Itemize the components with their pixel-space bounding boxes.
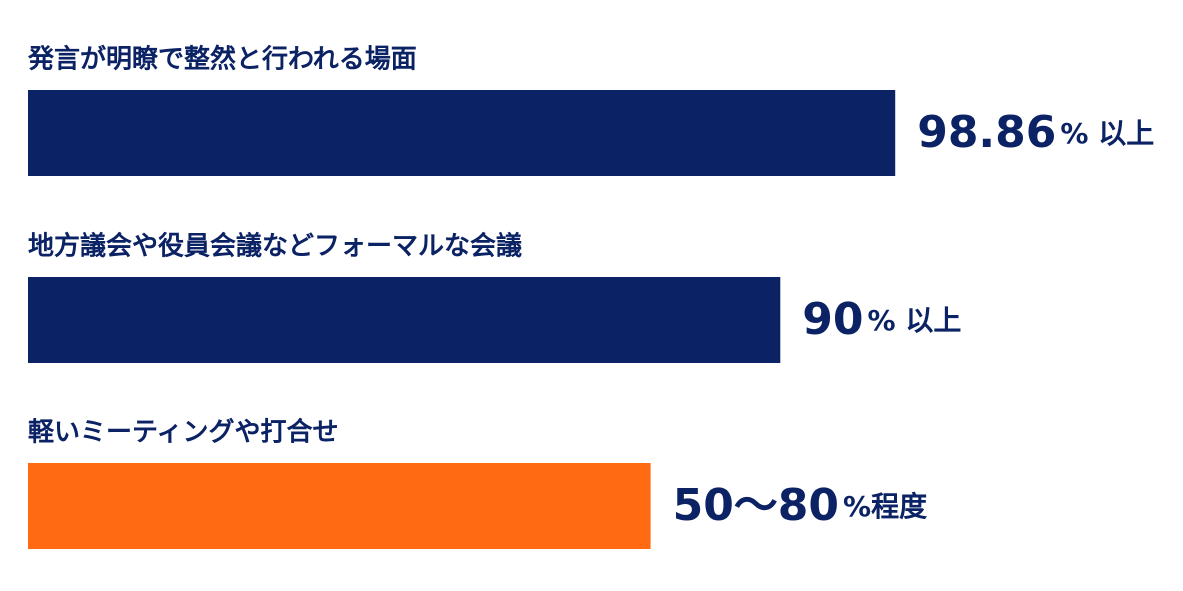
category-label: 地方議会や役員会議などフォーマルな会議 xyxy=(28,231,522,262)
value-number: 90 xyxy=(802,294,863,345)
value-label: 90% 以上 xyxy=(802,294,961,345)
value-number: 98.86 xyxy=(917,107,1056,158)
value-suffix: %程度 xyxy=(843,490,927,523)
category-label: 軽いミーティングや打合せ xyxy=(28,417,338,448)
bar xyxy=(28,463,651,549)
value-suffix: % 以上 xyxy=(868,304,962,337)
value-label: 98.86% 以上 xyxy=(917,107,1154,158)
bar xyxy=(28,90,896,176)
value-suffix: % 以上 xyxy=(1060,117,1154,150)
value-number: 50〜80 xyxy=(673,480,839,531)
bar xyxy=(28,277,781,363)
category-label: 発言が明瞭で整然と行われる場面 xyxy=(27,44,417,75)
value-label: 50〜80 %程度 xyxy=(673,480,928,531)
